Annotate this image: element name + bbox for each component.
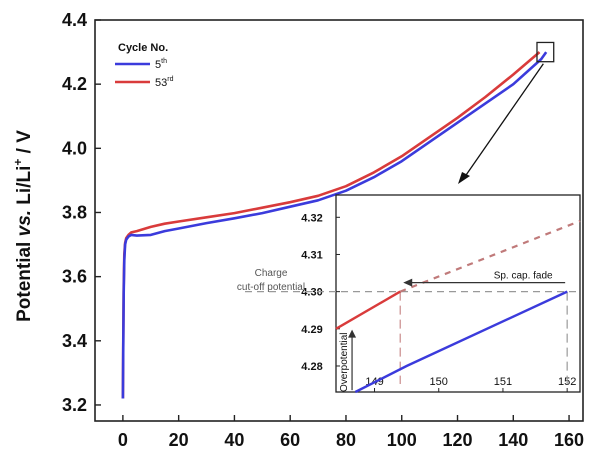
zoom-box [536, 41, 555, 63]
legend-title: Cycle No. [118, 42, 168, 54]
inset-x-tick-label: 150 [430, 376, 448, 388]
legend-label-53rd: 53rd [155, 76, 174, 89]
inset-y-tick-label: 4.30 [301, 287, 322, 299]
x-tick-label: 120 [442, 430, 472, 450]
y-axis-title-wrap: Potential vs. Li/Li+ / V [11, 130, 35, 322]
x-tick-label: 40 [224, 430, 244, 450]
overpotential-arrowhead [348, 329, 357, 338]
series-line-5th [121, 51, 548, 399]
inset-x-tick-label: 151 [494, 376, 512, 388]
y-axis-title-b: vs. [14, 210, 35, 236]
capacity-fade-arrowhead [403, 278, 413, 287]
main-plot: 0 20 40 60 80 100 120 140 160 3.2 3.4 3.6 3.8 4.0 4.2 4… [62, 10, 584, 450]
x-tick-label: 160 [554, 430, 584, 450]
inset-y-tick-label: 4.31 [301, 249, 322, 261]
y-axis-title: Potential vs. Li/Li+ / V [11, 130, 35, 322]
inset-series-53rd-extrapolated [399, 219, 581, 293]
capacity-fade-label: Sp. cap. fade [494, 271, 553, 282]
inset-y-tick-label: 4.29 [301, 324, 322, 336]
x-tick-label: 100 [387, 430, 417, 450]
y-tick-label: 3.4 [62, 331, 87, 351]
y-tick-label: 3.6 [62, 267, 87, 287]
y-tick-label: 3.2 [62, 395, 87, 415]
cutoff-label-line2: cut-off potential [237, 282, 305, 293]
zoom-arrowhead [458, 172, 470, 184]
y-tick-label: 4.4 [62, 10, 87, 30]
overpotential-label: Overpotential [339, 333, 350, 392]
x-tick-label: 20 [169, 430, 189, 450]
legend-label-5th: 5th [155, 58, 167, 71]
y-tick-label: 4.0 [62, 138, 87, 158]
inset-y-tick-label: 4.28 [301, 361, 322, 373]
x-tick-label: 0 [118, 430, 128, 450]
zoom-arrow-line [463, 63, 544, 179]
x-tick-label: 80 [336, 430, 356, 450]
main-plot-frame [94, 19, 584, 422]
y-axis-title-c: Li/Li [14, 166, 35, 210]
y-tick-label: 4.2 [62, 74, 87, 94]
x-tick-label: 140 [498, 430, 528, 450]
cutoff-label-line1: Charge [255, 268, 288, 279]
y-axis-title-d: / V [14, 130, 35, 159]
y-axis-title-a: Potential [14, 236, 35, 322]
inset-frame [335, 194, 581, 393]
y-axis-title-sup: + [11, 159, 25, 166]
inset-series-5th [354, 290, 568, 394]
inset-series-53rd [335, 290, 401, 330]
inset-y-tick-label: 4.32 [301, 212, 322, 224]
x-tick-label: 60 [280, 430, 300, 450]
y-tick-label: 3.8 [62, 202, 87, 222]
